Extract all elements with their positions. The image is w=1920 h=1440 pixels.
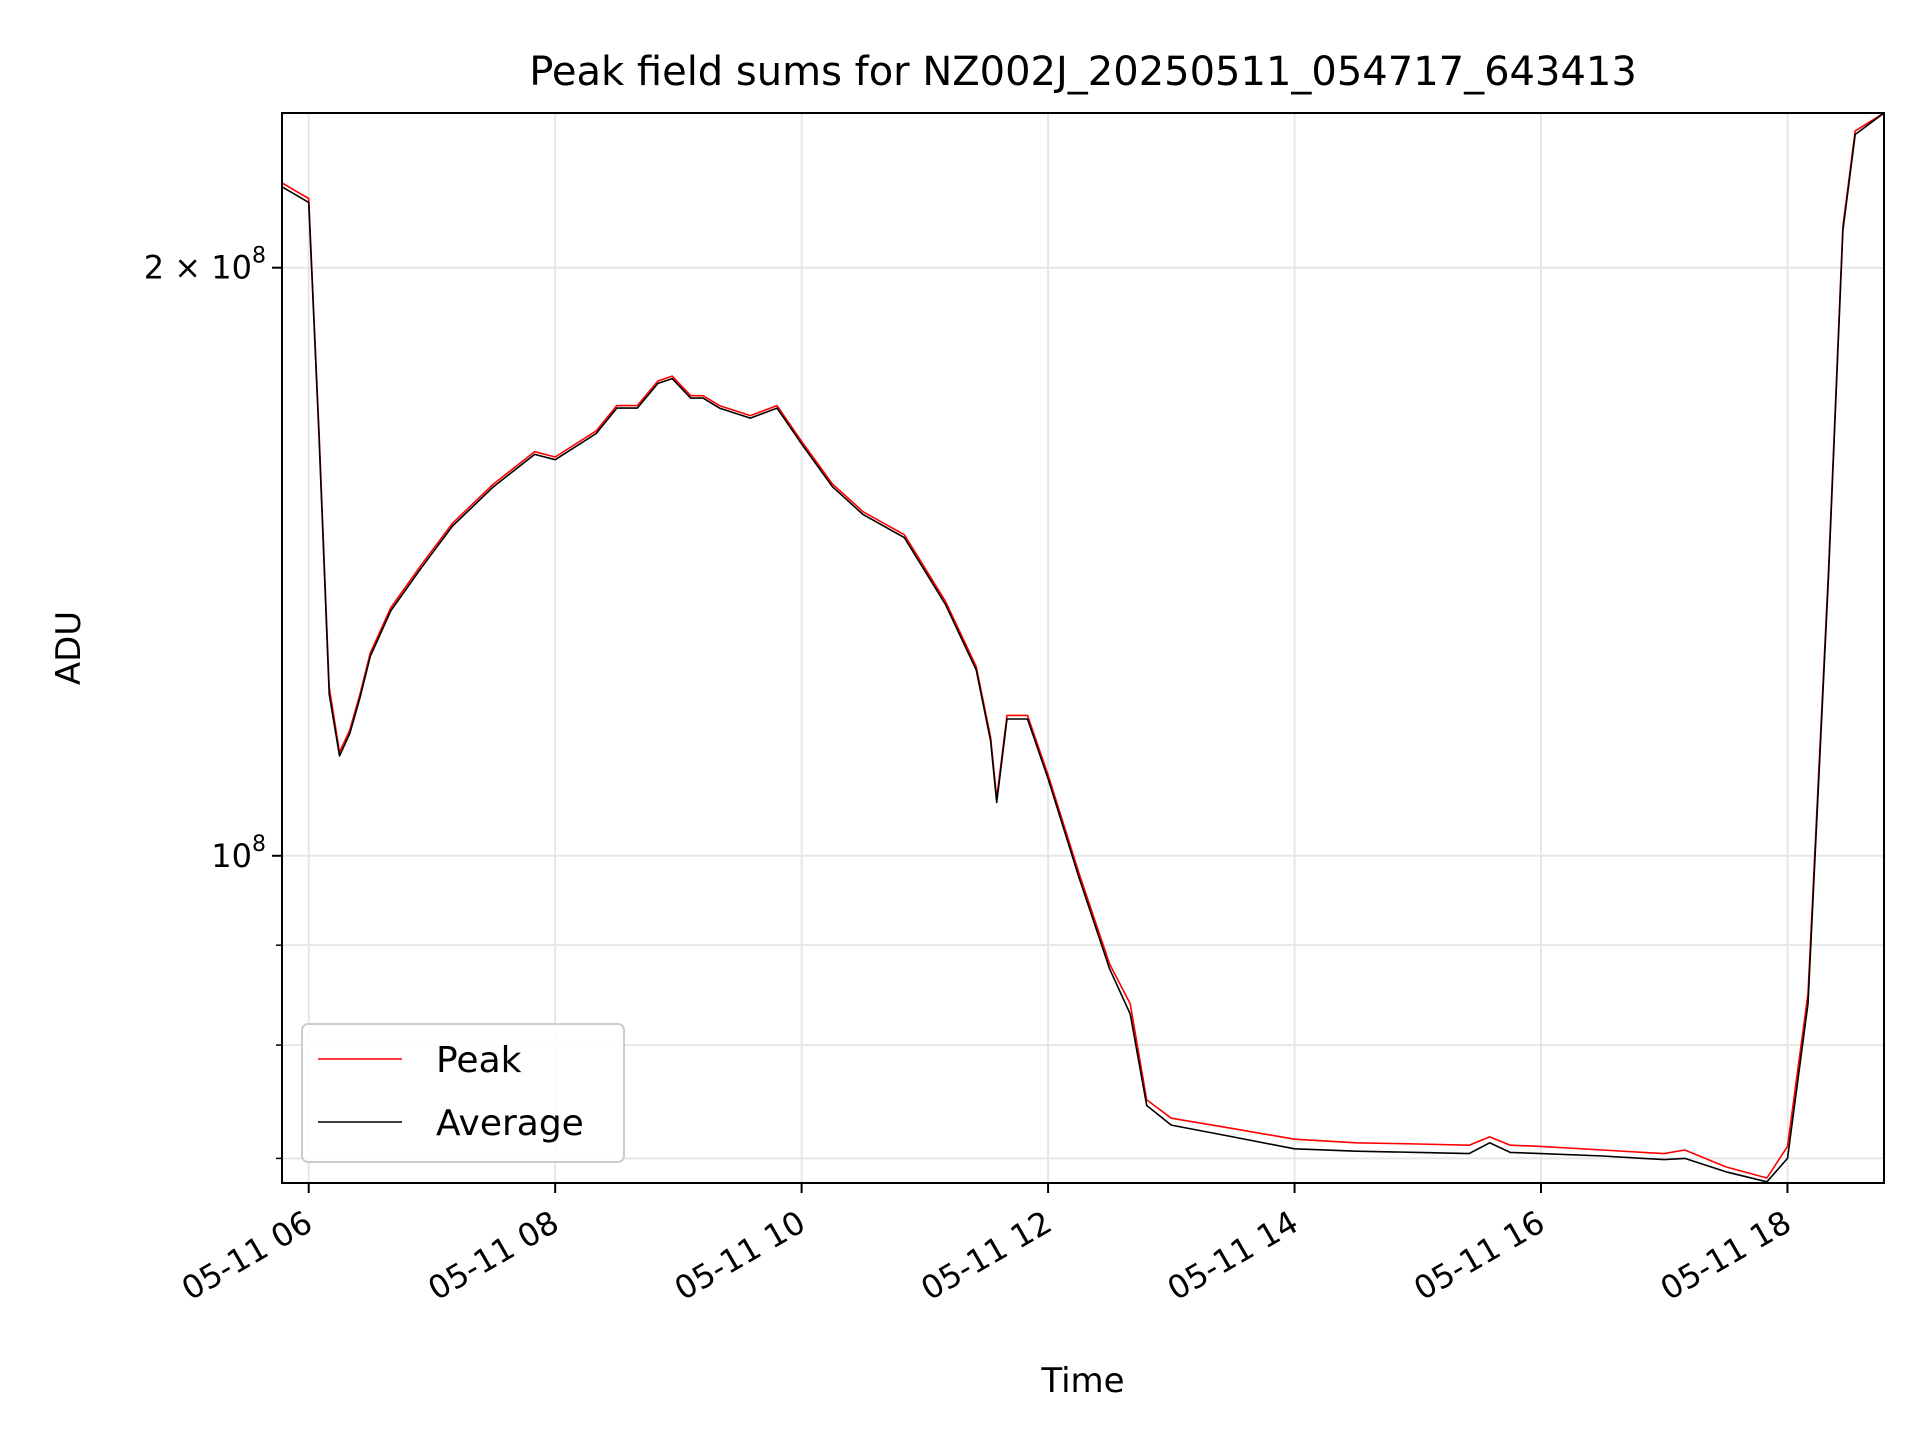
- x-axis-label: Time: [1040, 1361, 1124, 1401]
- series-lines: [282, 113, 1884, 1183]
- y-axis-label: ADU: [49, 611, 89, 685]
- series-line-peak: [282, 113, 1884, 1179]
- y-tick-label: 108: [211, 832, 266, 875]
- plot-frame: [281, 112, 1885, 1184]
- y-tick-label: 2 × 108: [144, 244, 266, 287]
- legend-label-average: Average: [436, 1103, 584, 1144]
- legend-label-peak: Peak: [436, 1040, 522, 1081]
- legend: Peak Average: [301, 1023, 625, 1163]
- series-line-average: [282, 113, 1884, 1183]
- chart-title: Peak field sums for NZ002J_20250511_0547…: [529, 49, 1637, 95]
